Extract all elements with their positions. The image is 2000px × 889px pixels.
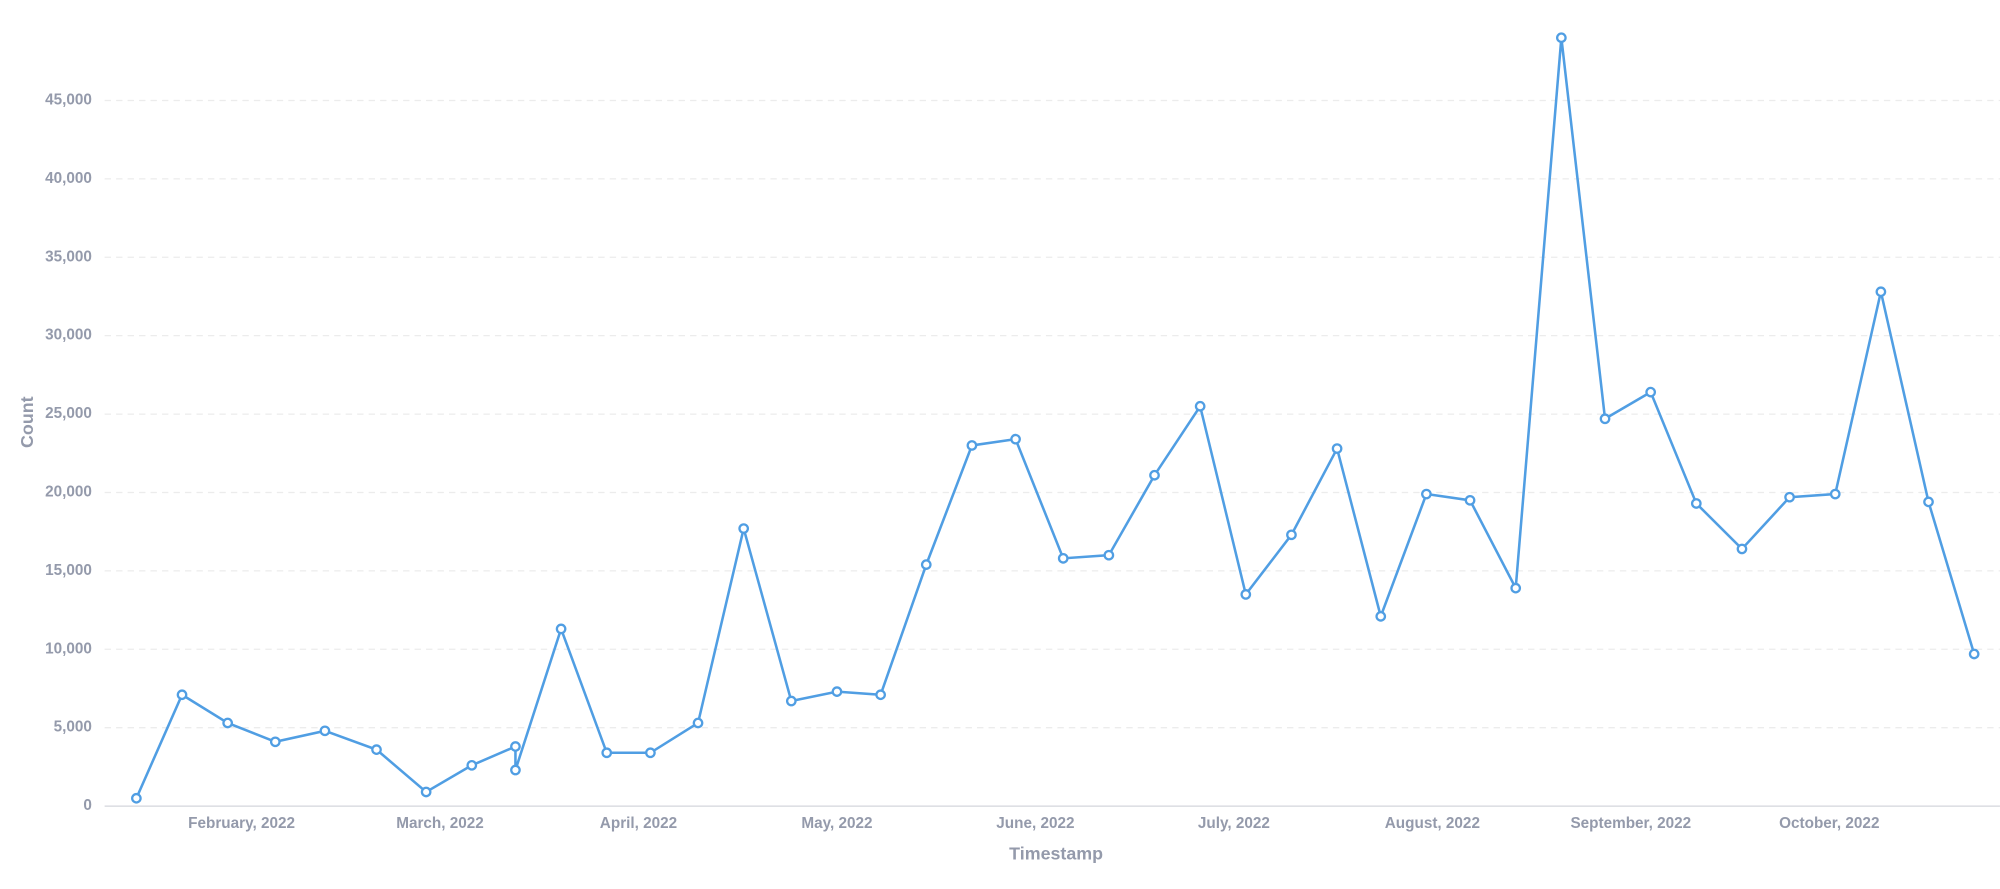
y-tick-label: 5,000 — [54, 719, 92, 736]
data-point — [466, 759, 478, 771]
x-tick-label: March, 2022 — [396, 815, 484, 832]
y-tick-label: 0 — [83, 797, 92, 814]
data-point — [738, 523, 750, 534]
y-axis-title: Count — [17, 396, 37, 448]
data-point — [966, 440, 978, 451]
data-point — [1784, 491, 1795, 503]
data-point — [1240, 589, 1252, 600]
data-point — [510, 764, 521, 776]
data-point — [1464, 494, 1476, 506]
data-point — [601, 747, 613, 759]
y-tick-label: 10,000 — [45, 640, 92, 657]
data-point — [1645, 386, 1657, 398]
data-point — [1010, 433, 1021, 445]
x-tick-label: February, 2022 — [188, 815, 295, 832]
x-tick-label: September, 2022 — [1570, 815, 1691, 832]
data-point — [1690, 498, 1702, 509]
data-point — [1556, 32, 1567, 44]
data-point — [420, 786, 432, 798]
x-tick-label: April, 2022 — [600, 815, 677, 832]
y-tick-label: 35,000 — [45, 248, 92, 265]
data-point — [555, 623, 567, 635]
data-point — [1510, 582, 1522, 594]
x-axis-title: Timestamp — [1009, 843, 1103, 863]
data-point — [645, 747, 656, 759]
data-point — [371, 744, 382, 756]
data-point — [1875, 286, 1887, 298]
x-tick-label: June, 2022 — [996, 815, 1074, 832]
data-point — [875, 689, 886, 701]
data-point — [1103, 549, 1115, 561]
data-line — [135, 37, 1976, 799]
data-point — [1421, 488, 1432, 500]
x-tick-label: August, 2022 — [1385, 815, 1480, 832]
data-point — [319, 725, 331, 737]
data-point — [510, 741, 521, 752]
data-point — [1375, 611, 1387, 622]
data-point — [1194, 400, 1206, 412]
y-tick-label: 20,000 — [45, 484, 92, 501]
data-point — [131, 792, 142, 804]
data-point — [920, 559, 932, 570]
x-tick-label: October, 2022 — [1779, 815, 1879, 832]
data-point — [1331, 443, 1343, 454]
data-point — [1149, 469, 1160, 481]
y-tick-label: 30,000 — [45, 327, 92, 344]
data-point — [176, 689, 188, 701]
data-point — [1599, 413, 1611, 425]
data-point — [785, 695, 797, 707]
data-point — [1829, 488, 1841, 500]
data-point — [831, 686, 843, 697]
data-point — [1968, 648, 1980, 660]
y-tick-label: 25,000 — [45, 405, 92, 422]
data-point — [692, 717, 704, 729]
data-point — [1057, 552, 1069, 564]
x-tick-label: July, 2022 — [1198, 815, 1270, 832]
y-tick-label: 40,000 — [45, 170, 92, 187]
data-point — [269, 736, 281, 748]
y-tick-label: 45,000 — [45, 92, 92, 109]
data-point — [1736, 543, 1748, 555]
data-point — [1286, 529, 1297, 541]
x-tick-label: May, 2022 — [801, 815, 872, 832]
data-point — [1923, 496, 1934, 508]
y-tick-label: 15,000 — [45, 562, 92, 579]
data-point — [222, 717, 234, 729]
